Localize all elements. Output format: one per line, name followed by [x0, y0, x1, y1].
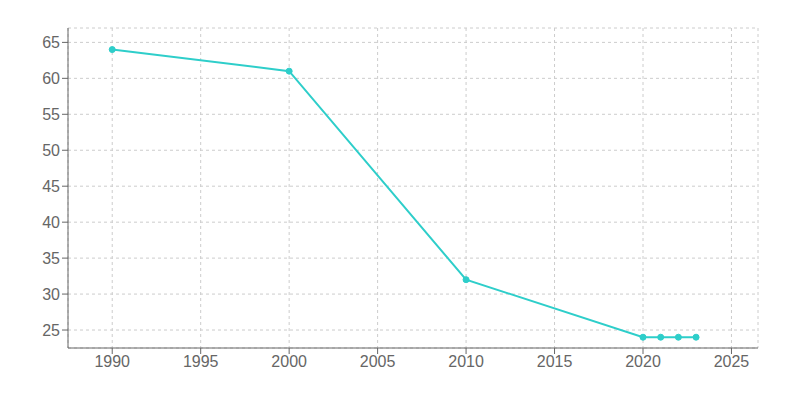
svg-text:2010: 2010 [448, 353, 484, 370]
svg-text:25: 25 [42, 322, 60, 339]
svg-text:2020: 2020 [625, 353, 661, 370]
svg-text:2025: 2025 [714, 353, 750, 370]
svg-text:2015: 2015 [537, 353, 573, 370]
svg-text:60: 60 [42, 70, 60, 87]
svg-text:1990: 1990 [94, 353, 130, 370]
svg-text:1995: 1995 [183, 353, 219, 370]
svg-text:50: 50 [42, 142, 60, 159]
svg-text:30: 30 [42, 286, 60, 303]
svg-text:35: 35 [42, 250, 60, 267]
svg-text:2000: 2000 [271, 353, 307, 370]
svg-text:2005: 2005 [360, 353, 396, 370]
svg-text:65: 65 [42, 34, 60, 51]
svg-text:45: 45 [42, 178, 60, 195]
svg-text:55: 55 [42, 106, 60, 123]
svg-text:40: 40 [42, 214, 60, 231]
